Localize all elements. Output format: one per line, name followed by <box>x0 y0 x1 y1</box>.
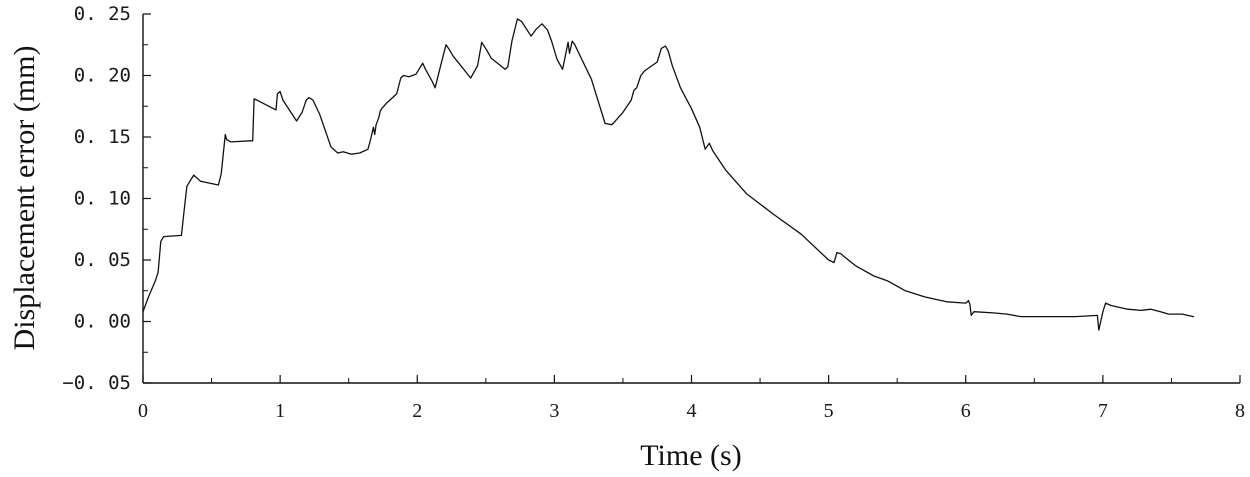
y-tick-label: 0. 05 <box>74 249 131 271</box>
y-tick-label: 0. 10 <box>74 188 131 210</box>
y-tick-label: −0. 05 <box>62 372 131 394</box>
y-axis-title: Displacement error (mm) <box>8 46 41 351</box>
x-tick-label: 5 <box>824 400 834 422</box>
x-tick-label: 4 <box>687 400 697 422</box>
x-tick-label: 1 <box>275 400 285 422</box>
displacement-error-line <box>142 18 1195 331</box>
x-ticks-group: 0 1 2 3 4 5 6 7 8 <box>138 375 1245 422</box>
x-tick-label: 6 <box>961 400 971 422</box>
x-tick-label: 3 <box>549 400 559 422</box>
axes-group <box>142 14 1240 384</box>
y-tick-label: 0. 00 <box>74 311 131 333</box>
x-axis-title: Time (s) <box>640 439 741 472</box>
x-tick-label: 2 <box>412 400 422 422</box>
y-tick-label: 0. 15 <box>74 126 131 148</box>
y-tick-label: 0. 20 <box>74 65 131 87</box>
x-tick-label: 0 <box>138 400 148 422</box>
x-tick-label: 7 <box>1098 400 1108 422</box>
y-tick-label: 0. 25 <box>74 3 131 25</box>
x-tick-label: 8 <box>1235 400 1245 422</box>
y-ticks-group: −0. 05 0. 00 0. 05 0. 10 0. 15 0. 20 0. 25 <box>62 3 151 394</box>
